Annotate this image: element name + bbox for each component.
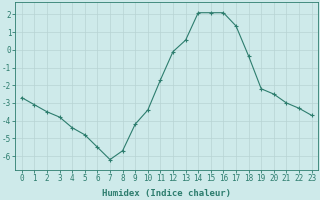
X-axis label: Humidex (Indice chaleur): Humidex (Indice chaleur) — [102, 189, 231, 198]
